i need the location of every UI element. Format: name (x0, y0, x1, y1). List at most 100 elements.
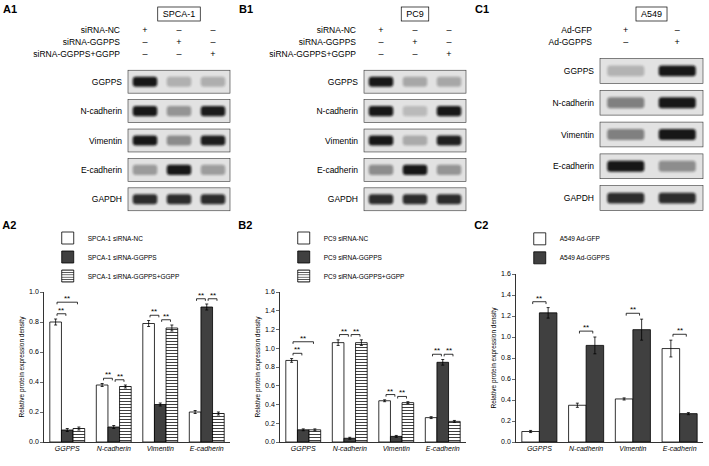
svg-text:Ad-GGPPS: Ad-GGPPS (549, 37, 593, 47)
svg-text:0.4: 0.4 (265, 401, 275, 408)
svg-text:SPCA-1: SPCA-1 (163, 9, 196, 19)
svg-text:siRNA-GGPPS: siRNA-GGPPS (299, 37, 356, 47)
svg-text:GGPPS: GGPPS (527, 445, 552, 452)
svg-text:C1: C1 (475, 3, 489, 15)
svg-text:SPCA-1 siRNA-NC: SPCA-1 siRNA-NC (88, 235, 144, 242)
svg-text:GGPPS: GGPPS (291, 445, 316, 452)
svg-text:–: – (378, 49, 383, 59)
svg-text:–: – (210, 25, 215, 35)
svg-text:+: + (210, 49, 215, 59)
svg-text:**: ** (105, 370, 111, 379)
svg-text:–: – (412, 49, 417, 59)
svg-text:GGPPS: GGPPS (328, 77, 359, 87)
svg-text:PC9 siRNA-GGPPS+GGPP: PC9 siRNA-GGPPS+GGPP (324, 273, 405, 280)
svg-text:–: – (412, 25, 417, 35)
svg-text:B1: B1 (239, 3, 253, 15)
svg-text:siRNA-GGPPS+GGPP: siRNA-GGPPS+GGPP (269, 49, 356, 59)
svg-text:–: – (142, 37, 147, 47)
svg-text:E-cadherin: E-cadherin (553, 161, 594, 171)
svg-text:PC9: PC9 (406, 9, 424, 19)
svg-text:1.0: 1.0 (501, 333, 511, 340)
svg-text:SPCA-1 siRNA-GGPPS: SPCA-1 siRNA-GGPPS (88, 254, 158, 261)
svg-text:Vimentin: Vimentin (561, 130, 594, 140)
svg-text:**: ** (446, 346, 452, 355)
svg-text:0.8: 0.8 (29, 318, 39, 325)
svg-text:+: + (412, 37, 417, 47)
svg-text:1.2: 1.2 (265, 326, 275, 333)
svg-text:0.6: 0.6 (29, 348, 39, 355)
svg-text:E-cadherin: E-cadherin (81, 165, 122, 175)
svg-text:1.2: 1.2 (501, 312, 511, 319)
svg-text:0.8: 0.8 (501, 354, 511, 361)
svg-text:**: ** (117, 372, 123, 381)
svg-text:0.6: 0.6 (501, 375, 511, 382)
svg-text:**: ** (341, 327, 347, 336)
svg-text:**: ** (536, 294, 542, 303)
svg-text:–: – (210, 37, 215, 47)
svg-text:+: + (675, 37, 680, 47)
svg-text:A1: A1 (3, 3, 17, 15)
svg-text:E-cadherin: E-cadherin (663, 445, 697, 452)
svg-text:0.8: 0.8 (265, 363, 275, 370)
svg-text:Ad-GFP: Ad-GFP (561, 25, 592, 35)
svg-text:+: + (378, 25, 383, 35)
svg-text:1.0: 1.0 (265, 345, 275, 352)
svg-text:E-cadherin: E-cadherin (426, 445, 460, 452)
svg-text:**: ** (58, 306, 64, 315)
svg-text:**: ** (387, 387, 393, 396)
svg-text:**: ** (210, 291, 216, 300)
svg-text:SPCA-1 siRNA-GGPPS+GGPP: SPCA-1 siRNA-GGPPS+GGPP (88, 273, 180, 280)
svg-text:0.4: 0.4 (29, 378, 39, 385)
svg-text:**: ** (399, 388, 405, 397)
svg-text:siRNA-NC: siRNA-NC (317, 25, 356, 35)
svg-text:GGPPS: GGPPS (564, 66, 595, 76)
svg-text:Relative protein expression de: Relative protein expression density (490, 307, 498, 409)
svg-text:–: – (176, 49, 181, 59)
svg-text:GGPPS: GGPPS (92, 77, 123, 87)
svg-text:1.0: 1.0 (29, 288, 39, 295)
svg-text:Relative protein expression de: Relative protein expression density (18, 316, 26, 418)
svg-text:PC9 siRNA-GGPPS: PC9 siRNA-GGPPS (324, 254, 383, 261)
svg-text:GAPDH: GAPDH (564, 193, 594, 203)
svg-text:–: – (446, 37, 451, 47)
svg-text:–: – (675, 25, 680, 35)
svg-text:N-cadherin: N-cadherin (80, 106, 122, 116)
svg-text:Relative protein expression de: Relative protein expression density (254, 316, 262, 418)
svg-text:0.2: 0.2 (29, 408, 39, 415)
svg-text:Vimentin: Vimentin (325, 136, 358, 146)
svg-text:+: + (446, 49, 451, 59)
svg-text:Vimentin: Vimentin (89, 136, 122, 146)
svg-text:**: ** (151, 307, 157, 316)
svg-text:**: ** (64, 294, 70, 303)
svg-text:E-cadherin: E-cadherin (190, 445, 224, 452)
svg-text:–: – (446, 25, 451, 35)
svg-text:N-cadherin: N-cadherin (333, 445, 367, 452)
svg-text:A2: A2 (2, 219, 16, 231)
svg-text:A549: A549 (641, 9, 662, 19)
svg-text:**: ** (630, 305, 636, 314)
svg-text:+: + (176, 37, 181, 47)
svg-text:+: + (623, 25, 628, 35)
svg-text:N-cadherin: N-cadherin (569, 445, 603, 452)
svg-text:–: – (142, 49, 147, 59)
svg-text:**: ** (198, 291, 204, 300)
svg-text:–: – (623, 37, 628, 47)
svg-text:N-cadherin: N-cadherin (316, 106, 358, 116)
svg-text:GAPDH: GAPDH (92, 194, 122, 204)
svg-text:1.4: 1.4 (501, 291, 511, 298)
svg-text:0.4: 0.4 (501, 396, 511, 403)
svg-text:**: ** (583, 323, 589, 332)
svg-text:N-cadherin: N-cadherin (97, 445, 131, 452)
svg-text:**: ** (294, 345, 300, 354)
svg-text:–: – (176, 25, 181, 35)
svg-text:1.6: 1.6 (265, 288, 275, 295)
svg-text:0.0: 0.0 (265, 438, 275, 445)
svg-text:–: – (378, 37, 383, 47)
svg-text:0.2: 0.2 (265, 420, 275, 427)
svg-text:siRNA-GGPPS+GGPP: siRNA-GGPPS+GGPP (33, 49, 120, 59)
svg-text:0.0: 0.0 (29, 438, 39, 445)
svg-text:**: ** (163, 312, 169, 321)
svg-text:E-cadherin: E-cadherin (317, 165, 358, 175)
svg-text:GGPPS: GGPPS (55, 445, 80, 452)
svg-text:Vimentin: Vimentin (619, 445, 646, 452)
